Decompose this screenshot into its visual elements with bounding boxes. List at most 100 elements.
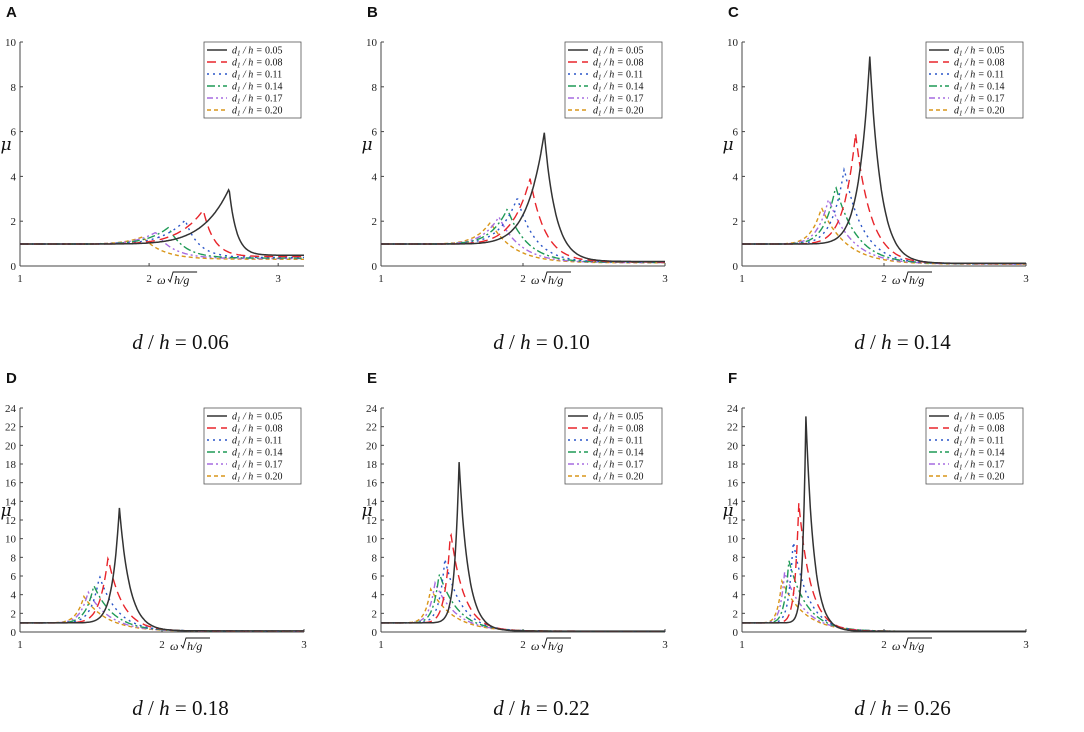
legend-label: d1 / h = 0.11 — [954, 436, 1004, 448]
legend-label: d1 / h = 0.05 — [954, 412, 1005, 424]
series-line-0-08 — [20, 209, 304, 258]
y-tick-label: 8 — [372, 552, 378, 564]
series-line-0-05 — [381, 132, 665, 263]
chart-panel-b: B 0 2 4 6 8 10 1 2 3 μ ω h/g d1 / h = 0.05 d1 / h = 0.… — [361, 0, 722, 366]
series-line-0-05 — [742, 56, 1026, 265]
series-line-0-11 — [742, 167, 1026, 265]
legend-label: d1 / h = 0.11 — [232, 436, 282, 448]
series-line-0-20 — [20, 236, 304, 260]
y-tick-label: 12 — [727, 515, 738, 527]
legend-label: d1 / h = 0.17 — [232, 94, 283, 106]
legend-box — [564, 407, 663, 485]
legend-label: d1 / h = 0.05 — [954, 46, 1005, 58]
legend-box — [203, 41, 302, 119]
y-tick-label: 10 — [727, 37, 739, 49]
legend-label: d1 / h = 0.20 — [593, 106, 644, 118]
y-tick-label: 22 — [5, 422, 16, 434]
y-tick-label: 6 — [733, 571, 739, 583]
x-axis-label: ω — [892, 273, 900, 287]
x-axis-label-sqrt: h/g — [548, 273, 563, 287]
legend-label: d1 / h = 0.14 — [954, 448, 1005, 460]
chart-panel-d: D 0 2 4 6 8 10 12 14 16 18 20 22 24 1 2 3 μ ω h/g d1 / h = 0… — [0, 366, 361, 732]
legend-box — [564, 41, 663, 119]
series-line-0-05 — [381, 462, 665, 632]
series-line-0-08 — [381, 532, 665, 632]
panel-letter: C — [728, 4, 739, 21]
legend-label: d1 / h = 0.05 — [232, 412, 283, 424]
caption-value: 0.26 — [913, 696, 951, 720]
legend-label: d1 / h = 0.08 — [954, 58, 1005, 70]
legend-label: d1 / h = 0.14 — [593, 448, 644, 460]
caption-value: 0.22 — [552, 696, 590, 720]
y-tick-label: 24 — [5, 403, 17, 415]
y-tick-label: 0 — [11, 627, 17, 639]
y-tick-label: 8 — [733, 82, 739, 94]
series-line-0-05 — [20, 188, 304, 256]
legend-label: d1 / h = 0.11 — [593, 70, 643, 82]
panel-caption: d / h = 0.06 — [132, 330, 229, 354]
chart-panel-f: F 0 2 4 6 8 10 12 14 16 18 20 22 24 1 2 3 μ ω h/g d1 / h = 0… — [722, 366, 1083, 732]
panel-caption: d / h = 0.18 — [132, 696, 229, 720]
y-axis-label: μ — [0, 501, 11, 521]
x-axis-label: ω — [531, 273, 539, 287]
y-tick-label: 10 — [366, 37, 378, 49]
x-tick-label: 1 — [739, 273, 745, 285]
chart-panel-c: C 0 2 4 6 8 10 1 2 3 μ ω h/g d1 / h = 0.05 d1 / h = 0.… — [722, 0, 1083, 366]
y-tick-label: 8 — [372, 82, 378, 94]
caption-value: 0.10 — [552, 330, 590, 354]
y-axis-label: μ — [722, 135, 733, 155]
panel-caption: d / h = 0.26 — [854, 696, 951, 720]
legend-label: d1 / h = 0.17 — [232, 460, 283, 472]
y-tick-label: 20 — [727, 440, 739, 452]
x-axis-label-sqrt: h/g — [174, 273, 189, 287]
y-tick-label: 22 — [727, 422, 738, 434]
series-line-0-17 — [381, 580, 665, 632]
y-tick-label: 6 — [372, 571, 378, 583]
panel-letter: D — [6, 370, 17, 387]
x-axis-label-sqrt: h/g — [909, 639, 924, 653]
legend-label: d1 / h = 0.17 — [954, 94, 1005, 106]
y-axis-label: μ — [361, 501, 372, 521]
legend-label: d1 / h = 0.05 — [593, 412, 644, 424]
y-tick-label: 14 — [5, 496, 17, 508]
series-line-0-14 — [381, 208, 665, 264]
series-line-0-14 — [20, 226, 304, 259]
legend-label: d1 / h = 0.20 — [232, 472, 283, 484]
y-tick-label: 0 — [733, 627, 739, 639]
y-tick-label: 12 — [5, 515, 16, 527]
y-tick-label: 2 — [733, 608, 739, 620]
x-tick-label: 3 — [275, 273, 281, 285]
y-tick-label: 10 — [5, 37, 17, 49]
legend-label: d1 / h = 0.05 — [593, 46, 644, 58]
legend-label: d1 / h = 0.17 — [593, 460, 644, 472]
y-tick-label: 6 — [733, 127, 739, 139]
legend-label: d1 / h = 0.08 — [232, 424, 283, 436]
series-line-0-08 — [20, 556, 304, 632]
y-tick-label: 4 — [733, 590, 739, 602]
y-tick-label: 18 — [5, 459, 17, 471]
y-tick-label: 0 — [372, 261, 378, 273]
y-tick-label: 24 — [727, 403, 739, 415]
chart-panel-e: E 0 2 4 6 8 10 12 14 16 18 20 22 24 1 2 3 μ ω h/g d1 / h = 0… — [361, 366, 722, 732]
y-tick-label: 20 — [5, 440, 17, 452]
y-tick-label: 8 — [733, 552, 739, 564]
series-line-0-20 — [381, 587, 665, 632]
y-tick-label: 2 — [11, 608, 17, 620]
y-axis-label: μ — [361, 135, 372, 155]
legend-label: d1 / h = 0.14 — [593, 82, 644, 94]
x-tick-label: 1 — [17, 639, 23, 651]
legend-label: d1 / h = 0.20 — [232, 106, 283, 118]
y-tick-label: 4 — [372, 171, 378, 183]
caption-value: 0.06 — [191, 330, 229, 354]
y-tick-label: 2 — [372, 216, 378, 228]
y-tick-label: 16 — [366, 478, 378, 490]
x-tick-label: 3 — [662, 639, 668, 651]
y-tick-label: 2 — [11, 216, 17, 228]
y-tick-label: 4 — [11, 171, 17, 183]
x-tick-label: 1 — [378, 639, 384, 651]
x-axis-label: ω — [170, 639, 178, 653]
y-tick-label: 22 — [366, 422, 377, 434]
y-tick-label: 2 — [733, 216, 739, 228]
legend-label: d1 / h = 0.08 — [954, 424, 1005, 436]
